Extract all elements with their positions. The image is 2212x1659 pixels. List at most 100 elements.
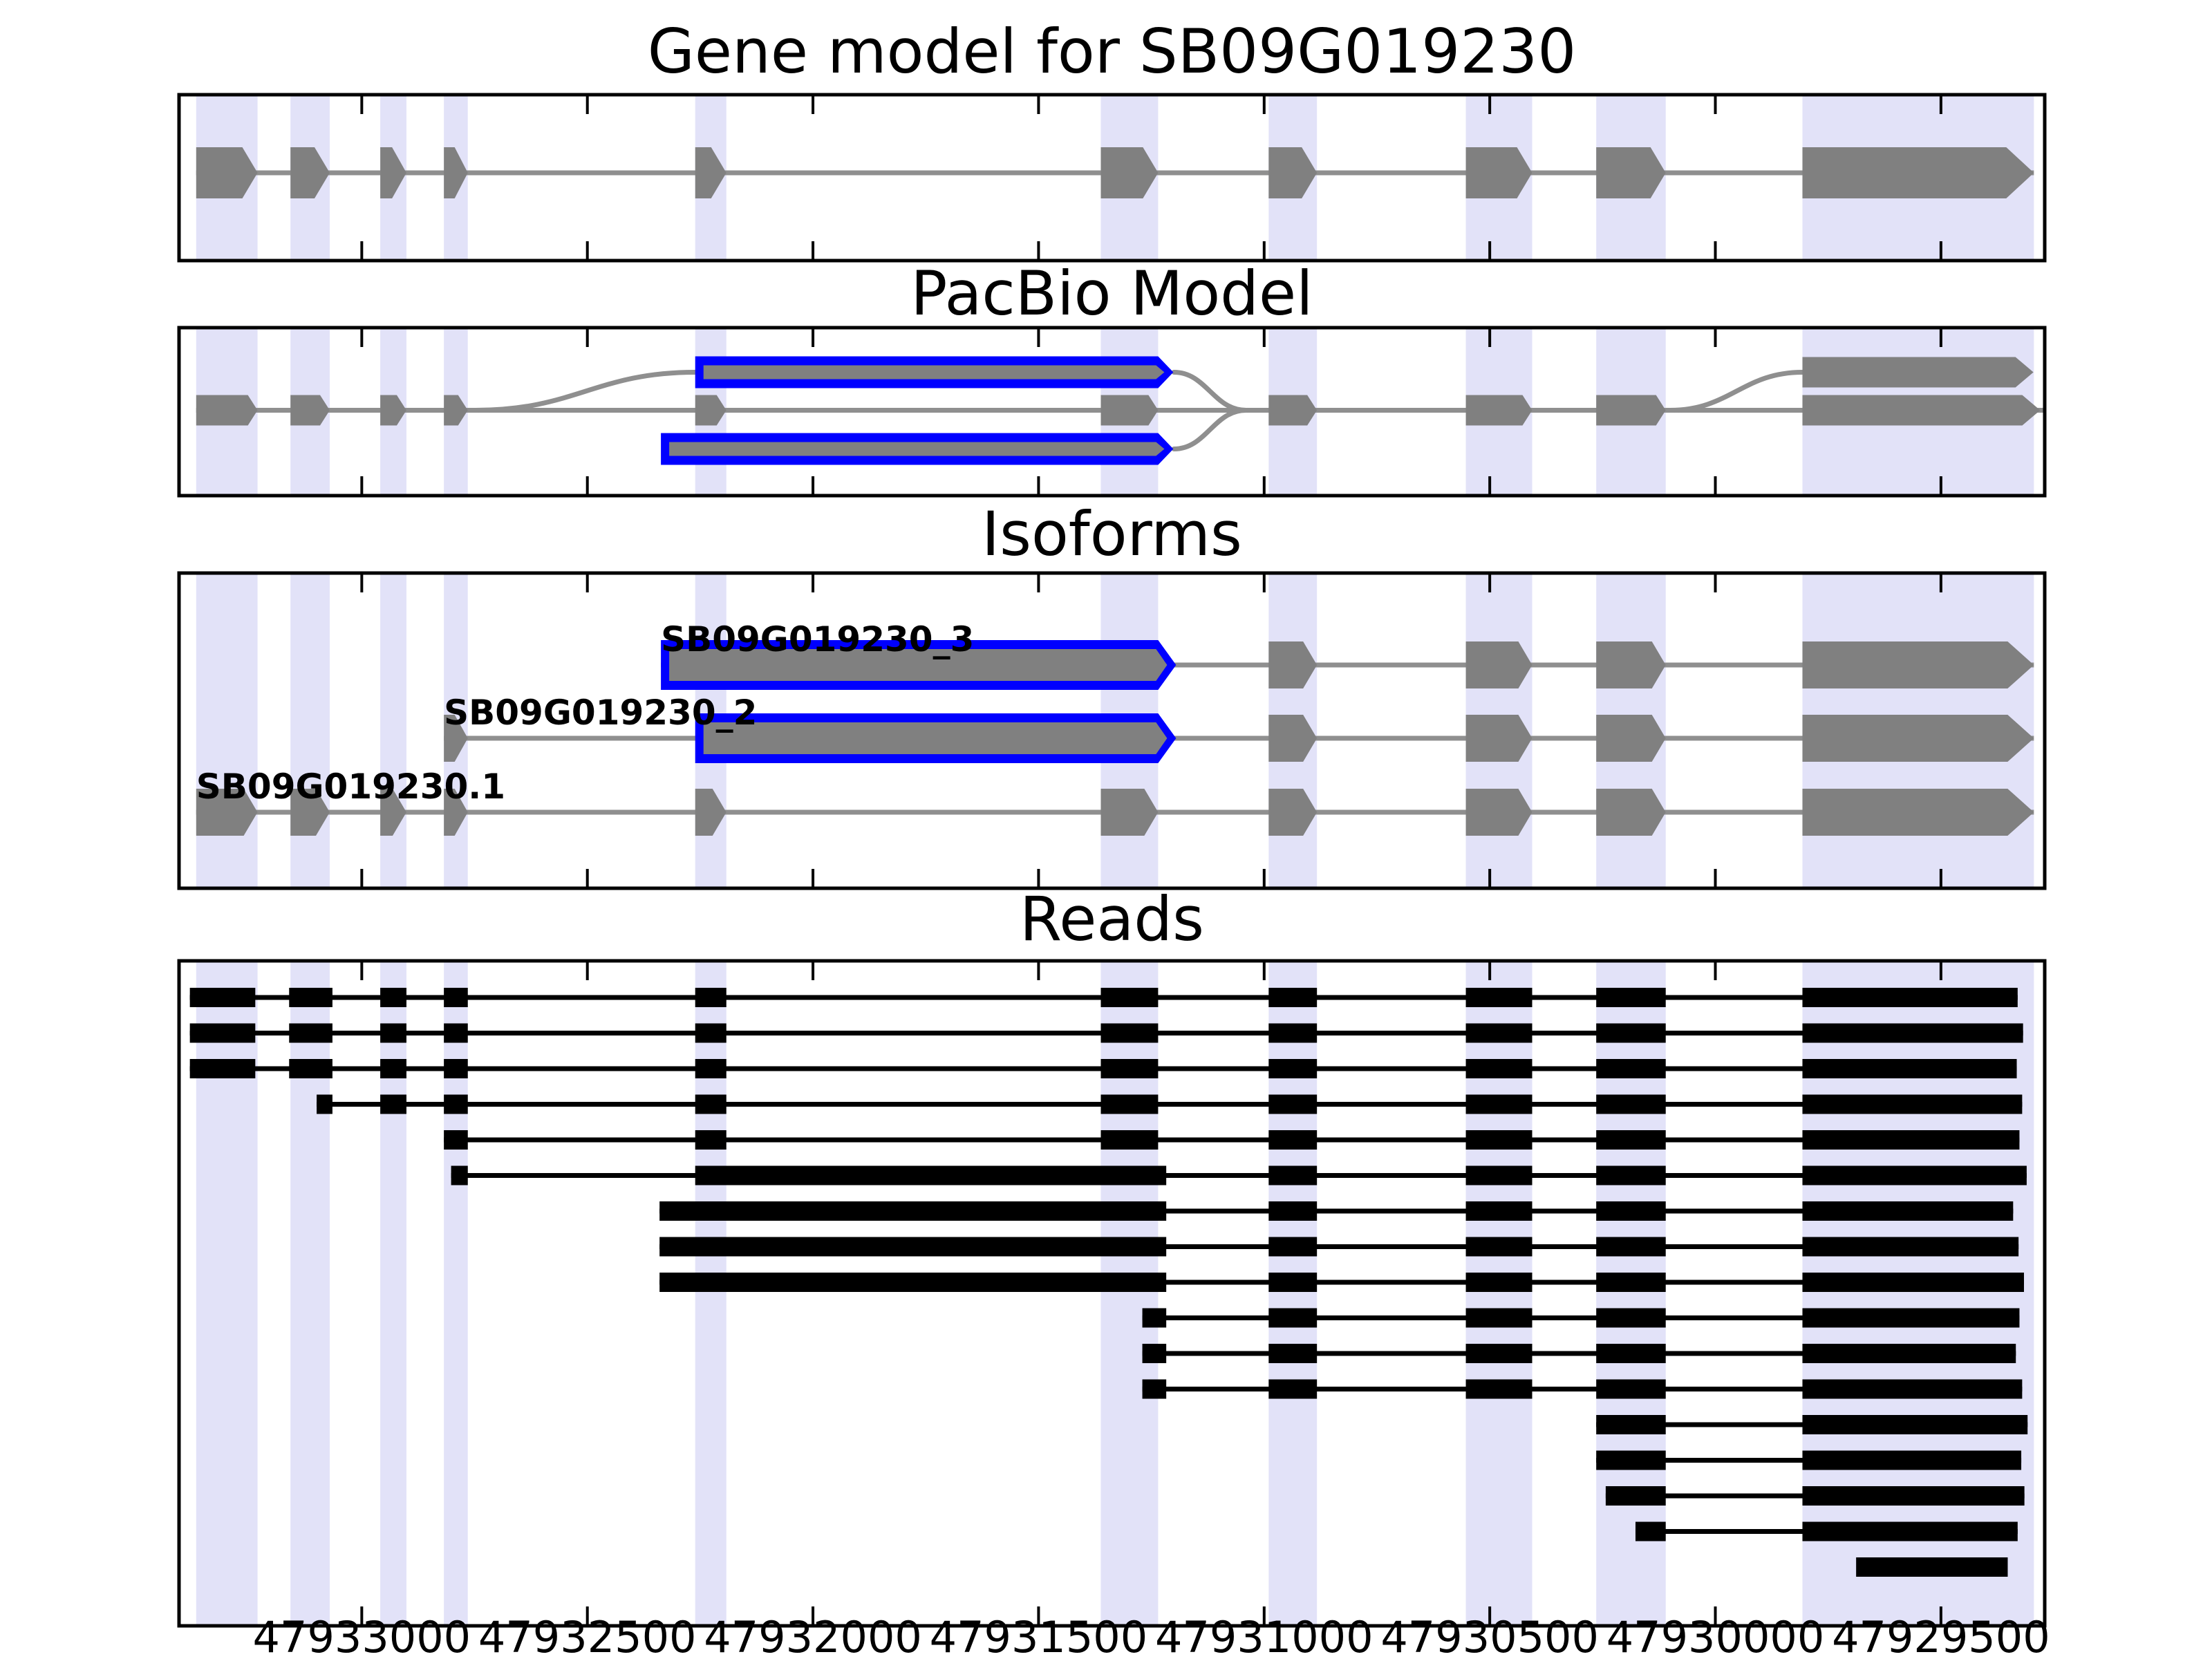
pacbio-exon xyxy=(196,395,258,426)
tick-mark-bottom xyxy=(360,1606,364,1626)
pacbio-exon xyxy=(444,395,468,426)
pacbio-end-arrow xyxy=(1802,395,2041,426)
highlight-band xyxy=(196,573,258,888)
tick-mark-bottom xyxy=(1714,869,1717,888)
read-exon xyxy=(659,1201,1167,1221)
tick-mark-bottom xyxy=(1262,241,1266,261)
pacbio-exon xyxy=(380,395,406,426)
read-exon xyxy=(1596,1450,1666,1470)
read-gap-line xyxy=(659,1280,2024,1285)
read-exon xyxy=(1268,1094,1318,1114)
pacbio-exon xyxy=(1268,395,1318,426)
read-exon xyxy=(1142,1344,1167,1363)
read-exon xyxy=(1268,1059,1318,1078)
isoform-exon xyxy=(1465,641,1533,688)
read-exon xyxy=(1465,1165,1533,1185)
read-exon xyxy=(1596,1094,1666,1114)
read-exon xyxy=(189,1059,256,1078)
tick-mark-top xyxy=(1262,573,1266,592)
read-exon xyxy=(1100,1130,1159,1150)
isoform-exon xyxy=(1465,789,1533,836)
novel-exon-fill xyxy=(703,722,1168,754)
panel-isoforms-track: SB09G019230_3 SB09G019230_2 SB09G019230.1 xyxy=(196,619,2034,836)
title-gene-model: Gene model for SB09G019230 xyxy=(647,16,1577,87)
read-exon xyxy=(1802,1344,2016,1363)
read-exon xyxy=(1856,1557,2008,1577)
read-exon xyxy=(444,1094,468,1114)
tick-mark-bottom xyxy=(585,241,589,261)
intron-line xyxy=(444,735,2034,741)
read-exon xyxy=(1465,1130,1533,1150)
read-exon xyxy=(1802,1059,2017,1078)
isoform-exon xyxy=(444,715,468,762)
tick-mark-top xyxy=(1939,328,1942,347)
tick-mark-top xyxy=(812,961,815,980)
read-exon xyxy=(1100,1094,1159,1114)
tick-mark-top xyxy=(1037,328,1040,347)
tick-mark-top xyxy=(812,95,815,114)
read-exon xyxy=(659,1273,1167,1292)
read-exon xyxy=(1802,1130,2020,1150)
read-gap-line xyxy=(659,1244,2019,1249)
read-exon xyxy=(1100,1059,1159,1078)
read-exon xyxy=(1596,1165,1666,1185)
tick-mark-top xyxy=(812,328,815,347)
tick-mark-top xyxy=(1488,95,1492,114)
tick-mark-bottom xyxy=(1714,241,1717,261)
tick-mark-bottom xyxy=(1939,476,1942,496)
highlight-band xyxy=(290,573,330,888)
tick-mark-bottom xyxy=(812,476,815,496)
read-exon xyxy=(1596,1344,1666,1363)
read-exon xyxy=(380,1059,406,1078)
read-exon xyxy=(189,988,256,1007)
title-pacbio-model: PacBio Model xyxy=(910,258,1313,329)
title-isoforms: Isoforms xyxy=(982,498,1242,570)
read-exon xyxy=(1802,1308,2020,1328)
read-exon xyxy=(1465,1094,1533,1114)
intron-line xyxy=(661,662,2034,668)
tick-mark-top xyxy=(1714,573,1717,592)
pacbio-exon xyxy=(290,395,330,426)
splice-curve xyxy=(1171,370,1249,413)
read-exon xyxy=(1465,988,1533,1007)
read-exon xyxy=(1802,1486,2025,1506)
read-exon xyxy=(1635,1521,1666,1541)
read-exon xyxy=(1802,1379,2023,1399)
tick-mark-top xyxy=(585,95,589,114)
read-exon xyxy=(695,1094,727,1114)
read-exon xyxy=(1802,1094,2023,1114)
tick-mark-top xyxy=(585,328,589,347)
read-exon xyxy=(1465,1273,1533,1292)
read-exon xyxy=(695,1165,1167,1185)
isoform-exon xyxy=(196,789,258,836)
splice-curve xyxy=(1667,370,1805,413)
read-exon xyxy=(695,1023,727,1043)
tick-mark-bottom xyxy=(1939,869,1942,888)
read-exon xyxy=(189,1023,256,1043)
pacbio-exon xyxy=(1465,395,1533,426)
pacbio-exon xyxy=(1100,395,1159,426)
tick-mark-bottom xyxy=(1262,476,1266,496)
read-gap-line xyxy=(444,1137,2020,1143)
tick-mark-top xyxy=(585,573,589,592)
read-exon xyxy=(1802,1273,2024,1292)
gene-exon xyxy=(1596,147,1666,198)
tick-mark-bottom xyxy=(812,869,815,888)
tick-mark-top xyxy=(1714,95,1717,114)
x-tick-label: 47931500 xyxy=(929,1612,1148,1659)
tick-mark-top xyxy=(1488,328,1492,347)
highlight-band xyxy=(380,573,406,888)
tick-mark-top xyxy=(1037,961,1040,980)
x-tick-label: 47929500 xyxy=(1832,1612,2050,1659)
gene-exon xyxy=(1100,147,1159,198)
read-exon xyxy=(1142,1379,1167,1399)
isoform-label: SB09G019230_2 xyxy=(444,693,757,733)
panel-border-reads xyxy=(177,959,2047,1628)
tick-mark-bottom xyxy=(1714,476,1717,496)
tick-mark-top xyxy=(1939,95,1942,114)
axis-ticks xyxy=(360,95,1942,1626)
tick-mark-top xyxy=(1262,95,1266,114)
x-tick-label: 47933000 xyxy=(252,1612,471,1659)
